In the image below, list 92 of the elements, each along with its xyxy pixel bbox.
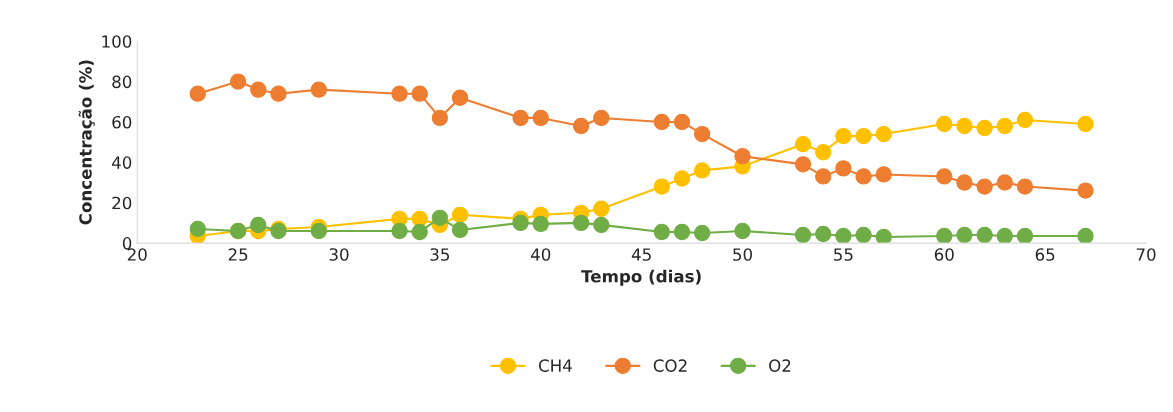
- point: [250, 81, 267, 98]
- point: [572, 214, 590, 232]
- point: [794, 156, 812, 173]
- point: [653, 113, 670, 131]
- point: [734, 222, 751, 240]
- point: [451, 221, 469, 239]
- y-tick-label: 60: [112, 115, 132, 129]
- x-tick-label: 60: [934, 248, 954, 261]
- point: [431, 109, 449, 127]
- point: [875, 228, 892, 244]
- point: [391, 222, 408, 240]
- point: [694, 162, 711, 179]
- y-tick-label: 0: [122, 237, 132, 250]
- x-tick-label: 65: [1035, 248, 1055, 261]
- point: [1077, 182, 1094, 199]
- point: [310, 222, 327, 240]
- x-tick-label: 50: [733, 248, 753, 261]
- point: [694, 224, 711, 242]
- point: [794, 226, 812, 244]
- point: [734, 148, 751, 165]
- point: [1016, 111, 1034, 129]
- point: [996, 117, 1013, 135]
- point: [451, 206, 469, 223]
- point: [411, 85, 428, 102]
- point: [855, 168, 872, 185]
- point: [673, 223, 691, 241]
- point: [653, 223, 670, 241]
- point: [956, 117, 973, 135]
- point: [936, 227, 953, 244]
- point: [572, 117, 590, 135]
- point: [835, 127, 852, 145]
- point: [451, 89, 469, 106]
- legend-label: O2: [769, 359, 791, 372]
- point: [512, 214, 529, 232]
- x-tick-label: 45: [631, 248, 651, 261]
- x-tick-label: 25: [228, 248, 248, 261]
- point: [835, 160, 852, 177]
- point: [956, 174, 973, 191]
- point: [391, 85, 408, 102]
- y-tick-label: 40: [111, 156, 132, 169]
- point: [189, 220, 206, 238]
- point: [1077, 227, 1094, 244]
- point: [855, 226, 872, 244]
- point: [815, 144, 832, 161]
- point: [976, 226, 993, 244]
- point: [794, 136, 812, 153]
- y-tick-label: 80: [112, 75, 132, 89]
- point: [1016, 178, 1034, 195]
- point: [936, 115, 953, 133]
- point: [431, 209, 449, 226]
- point: [411, 223, 428, 241]
- point: [673, 113, 691, 131]
- point: [815, 225, 832, 243]
- point: [593, 200, 610, 217]
- x-tick-label: 70: [1136, 248, 1156, 261]
- point: [512, 109, 529, 127]
- point: [270, 85, 287, 102]
- point: [956, 226, 973, 244]
- point: [815, 168, 832, 185]
- point: [673, 170, 691, 187]
- point: [250, 216, 267, 234]
- point: [835, 227, 852, 244]
- point: [875, 166, 892, 183]
- point: [1016, 227, 1034, 244]
- point: [593, 216, 610, 234]
- point: [189, 85, 206, 102]
- legend-label: CO2: [653, 359, 687, 372]
- x-axis-title: Tempo (dias): [581, 269, 701, 286]
- point: [996, 227, 1013, 244]
- point: [936, 168, 953, 185]
- point: [593, 109, 610, 127]
- point: [976, 119, 993, 137]
- point: [229, 73, 247, 90]
- point: [976, 178, 993, 195]
- legend-label: CH4: [538, 359, 572, 372]
- x-tick-label: 30: [329, 248, 349, 261]
- x-tick-label: 20: [127, 248, 147, 261]
- point: [694, 125, 711, 143]
- y-tick-label: 20: [112, 196, 132, 210]
- point: [532, 215, 549, 233]
- x-tick-label: 55: [834, 248, 853, 261]
- x-tick-label: 40: [530, 248, 551, 261]
- point: [855, 127, 872, 145]
- point: [653, 178, 670, 195]
- point: [1077, 115, 1094, 133]
- y-axis-title: Concentração (%): [78, 60, 95, 225]
- y-tick-label: 100: [102, 35, 132, 48]
- point: [532, 109, 549, 127]
- point: [310, 81, 327, 98]
- point: [875, 125, 892, 143]
- point: [996, 174, 1013, 191]
- x-tick-label: 35: [430, 248, 450, 261]
